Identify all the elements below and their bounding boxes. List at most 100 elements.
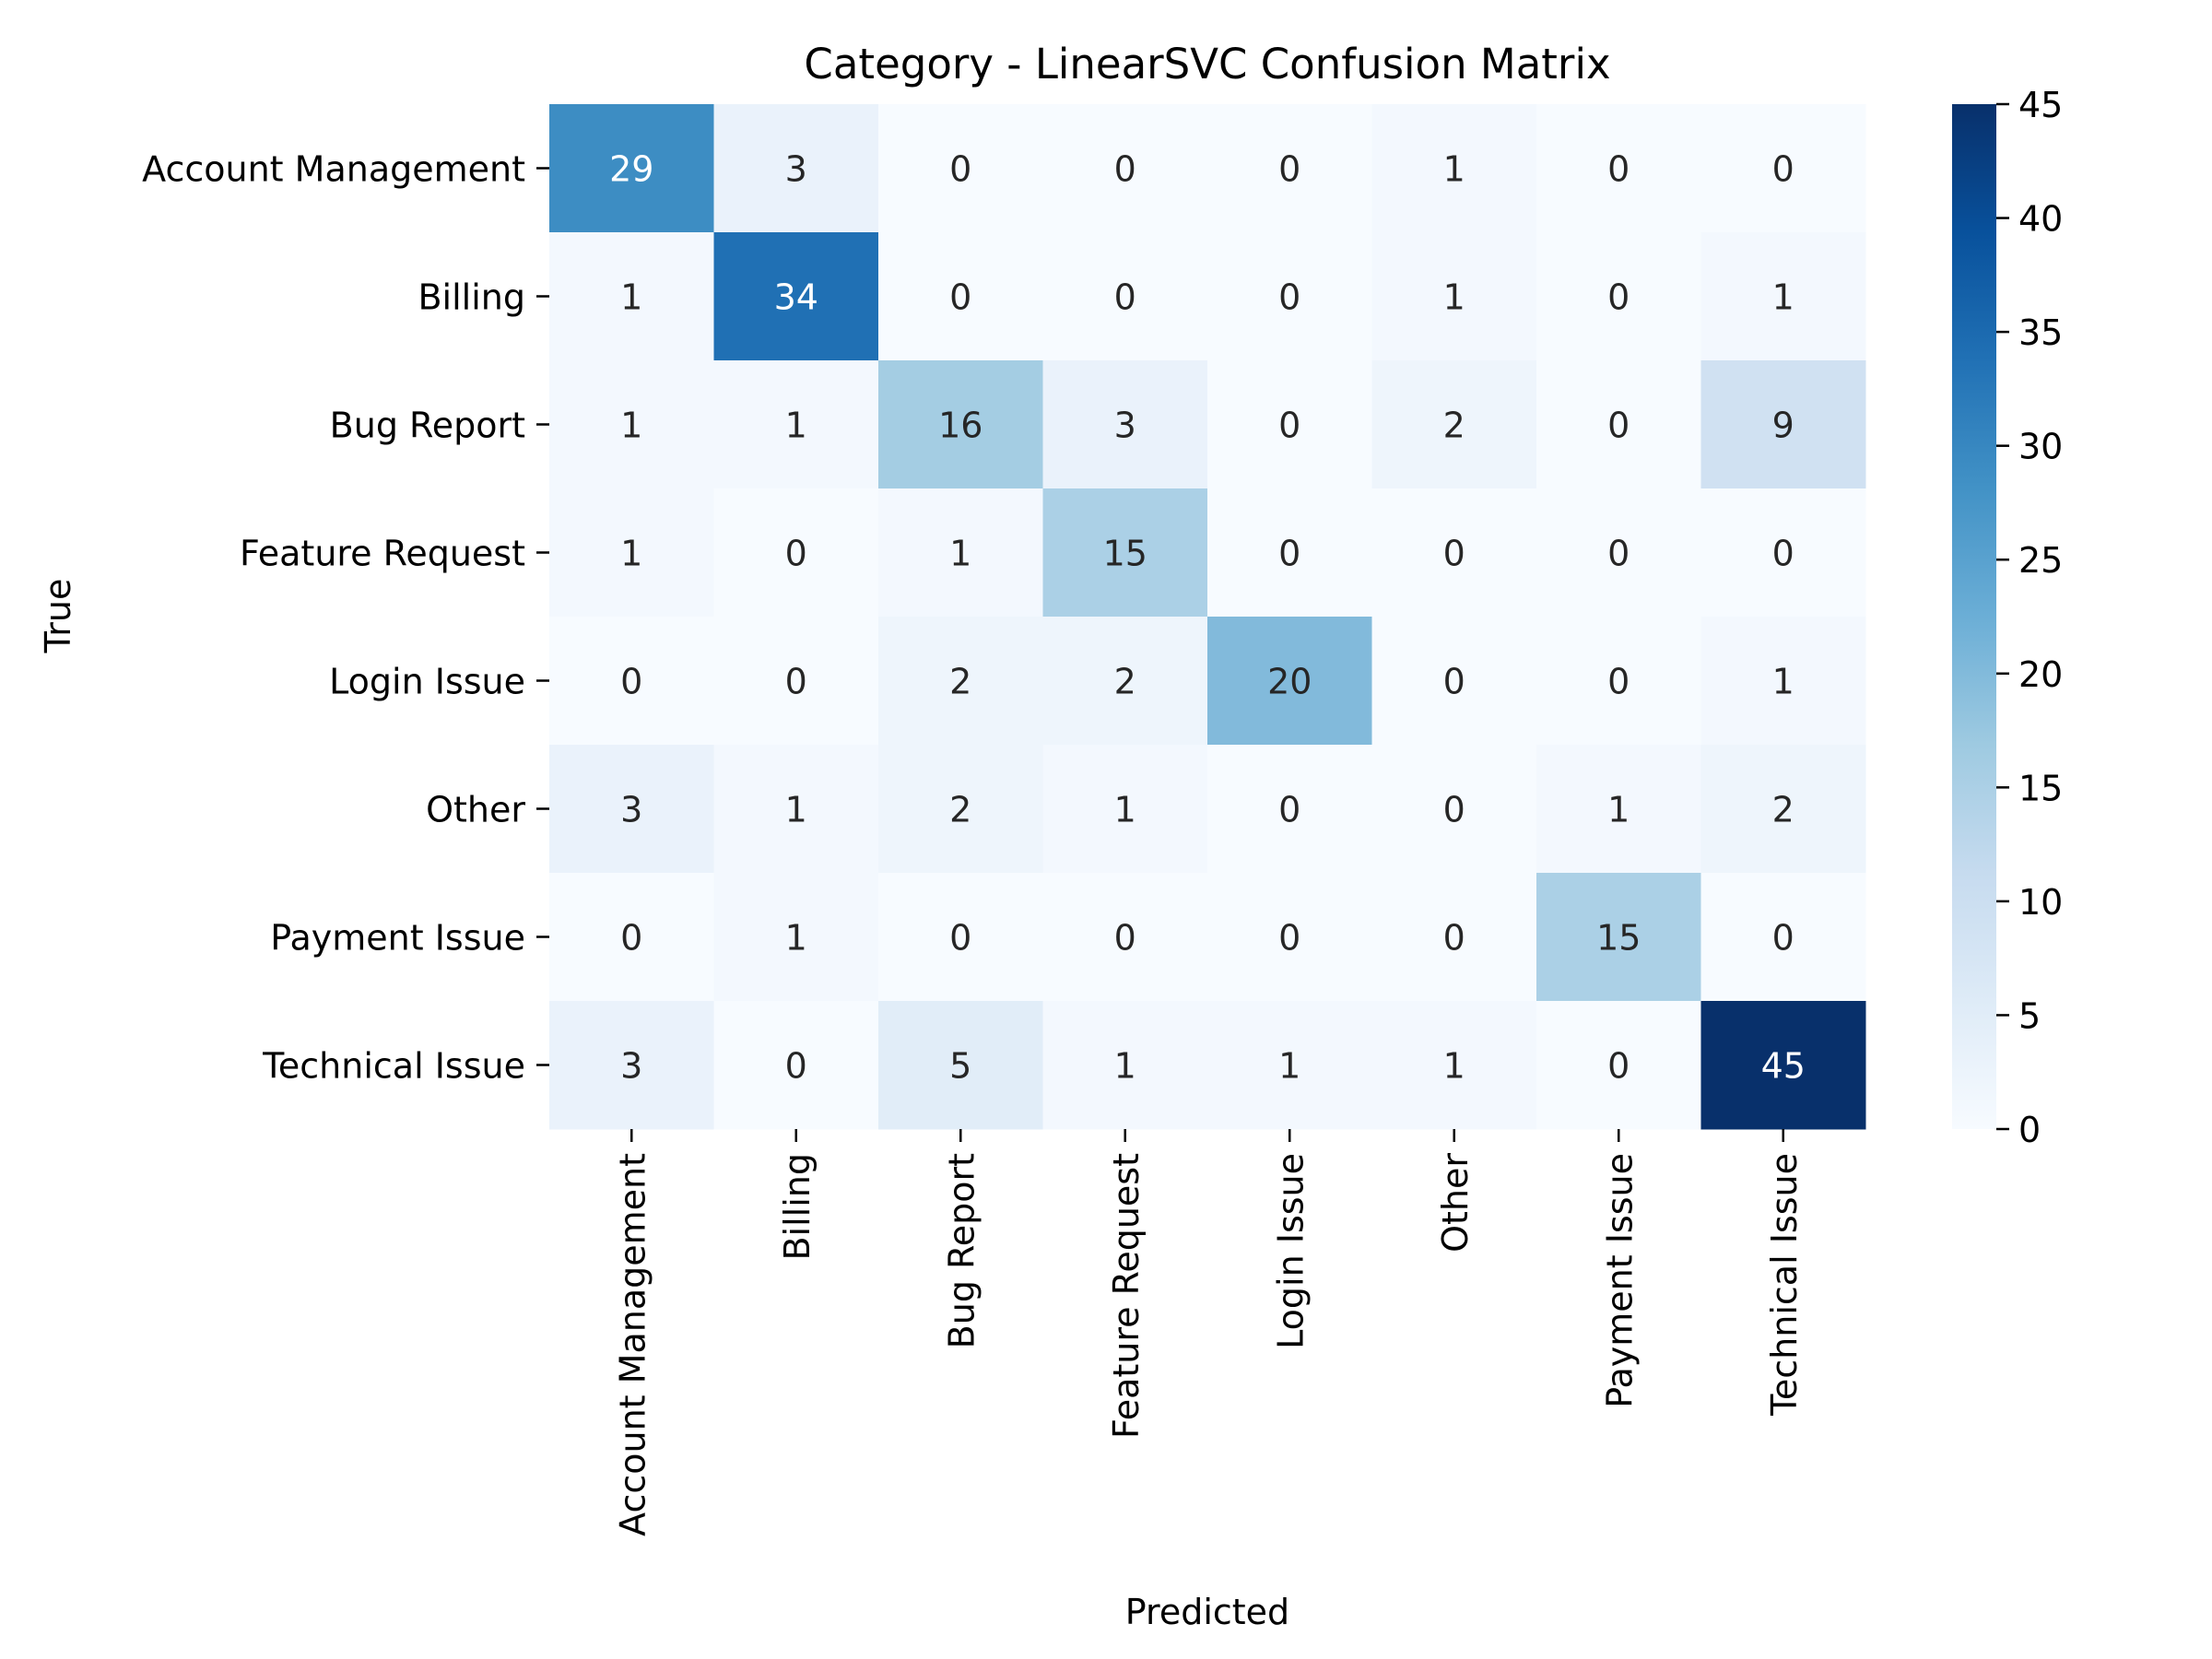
cell-value-label: 1: [785, 918, 807, 959]
x-tick-label: Login Issue: [1270, 1153, 1311, 1349]
heatmap-cell: [1207, 873, 1372, 1002]
cell-value-label: 0: [949, 277, 971, 318]
heatmap-cell: [1042, 488, 1208, 618]
colorbar-tick-label: 5: [2018, 995, 2041, 1036]
cell-value-label: 9: [1772, 406, 1794, 446]
heatmap-cell: [1371, 745, 1537, 874]
cell-value-label: 1: [785, 406, 807, 446]
cell-value-label: 2: [1772, 790, 1794, 830]
cell-value-label: 0: [1278, 534, 1300, 574]
cell-value-label: 0: [1772, 534, 1794, 574]
cell-value-label: 1: [1278, 1046, 1300, 1087]
colorbar-tick-label: 20: [2018, 654, 2063, 695]
cell-value-label: 15: [1103, 534, 1147, 574]
y-axis-label: True: [38, 579, 78, 654]
x-tick-label: Account Management: [612, 1153, 653, 1536]
cell-value-label: 0: [1278, 406, 1300, 446]
heatmap-cell: [878, 232, 1043, 361]
cell-value-label: 0: [1772, 918, 1794, 959]
cell-value-label: 1: [620, 406, 642, 446]
heatmap-cell: [1371, 360, 1537, 489]
colorbar-tick-label: 15: [2018, 768, 2063, 808]
heatmap-cell: [549, 488, 714, 618]
cell-value-label: 2: [949, 790, 971, 830]
x-axis-label: Predicted: [1125, 1592, 1289, 1632]
cell-value-label: 16: [938, 406, 982, 446]
cell-value-label: 34: [774, 277, 818, 318]
colorbar-tick-label: 35: [2018, 312, 2063, 353]
colorbar-tick-label: 45: [2018, 85, 2063, 125]
cell-value-label: 0: [1607, 662, 1630, 702]
cell-value-label: 0: [1772, 149, 1794, 190]
heatmap-cell: [1700, 360, 1866, 489]
heatmap-cell: [713, 488, 879, 618]
heatmap-cell: [1700, 1001, 1866, 1130]
y-tick-label: Technical Issue: [262, 1046, 525, 1087]
y-tick-label: Bug Report: [330, 406, 525, 446]
cell-value-label: 2: [949, 662, 971, 702]
heatmap-cell: [878, 873, 1043, 1002]
heatmap-cell: [1700, 488, 1866, 618]
heatmap-cell: [1371, 617, 1537, 746]
cell-value-label: 2: [1443, 406, 1465, 446]
cell-value-label: 0: [1443, 662, 1465, 702]
cell-value-label: 0: [1607, 1046, 1630, 1087]
cell-value-label: 1: [1772, 662, 1794, 702]
cell-value-label: 0: [1114, 149, 1136, 190]
cell-value-label: 0: [1607, 277, 1630, 318]
cell-value-label: 5: [949, 1046, 971, 1087]
heatmap-cell: [1536, 1001, 1701, 1130]
heatmap-cell: [878, 1001, 1043, 1130]
colorbar-tick-label: 10: [2018, 882, 2063, 923]
heatmap-cell: [1042, 360, 1208, 489]
heatmap-cell: [1042, 232, 1208, 361]
heatmap-cell: [1207, 360, 1372, 489]
heatmap-cell: [1207, 1001, 1372, 1130]
cell-value-label: 0: [949, 918, 971, 959]
heatmap-cell: [878, 360, 1043, 489]
y-tick-label: Other: [426, 790, 525, 830]
heatmap-cell: [1536, 745, 1701, 874]
x-tick-label: Billing: [777, 1153, 818, 1261]
heatmap-cell: [1371, 104, 1537, 233]
cell-value-label: 0: [1114, 918, 1136, 959]
cell-value-label: 0: [1114, 277, 1136, 318]
heatmap-cell: [1371, 1001, 1537, 1130]
cell-value-label: 20: [1267, 662, 1312, 702]
heatmap-cell: [1700, 232, 1866, 361]
cell-value-label: 0: [1443, 534, 1465, 574]
heatmap-cell: [1042, 873, 1208, 1002]
chart-title: Category - LinearSVC Confusion Matrix: [804, 40, 1610, 88]
heatmap-cell: [878, 104, 1043, 233]
heatmap-cell: [1536, 873, 1701, 1002]
cell-value-label: 1: [620, 534, 642, 574]
heatmap-cell: [1207, 232, 1372, 361]
cell-value-label: 0: [620, 918, 642, 959]
cell-value-label: 1: [1443, 277, 1465, 318]
heatmap-cell: [549, 1001, 714, 1130]
heatmap-cell: [1042, 745, 1208, 874]
cell-value-label: 1: [620, 277, 642, 318]
cell-value-label: 1: [1443, 149, 1465, 190]
heatmap-cell: [1371, 873, 1537, 1002]
heatmap-cell: [1042, 617, 1208, 746]
heatmap-cell: [1207, 745, 1372, 874]
heatmap-cell: [1207, 104, 1372, 233]
colorbar-tick-label: 40: [2018, 199, 2063, 240]
heatmap-cell: [1042, 1001, 1208, 1130]
cell-value-label: 3: [620, 1046, 642, 1087]
heatmap-cell: [878, 745, 1043, 874]
heatmap-cell: [713, 873, 879, 1002]
heatmap-cell: [1536, 488, 1701, 618]
heatmap-cell: [713, 745, 879, 874]
cell-value-label: 0: [785, 1046, 807, 1087]
y-axis: Account Management Billing Bug Report Featu…: [142, 149, 549, 1087]
colorbar-tick-label: 0: [2018, 1110, 2041, 1150]
colorbar-tick-label: 25: [2018, 540, 2063, 581]
heatmap-cell: [1371, 232, 1537, 361]
cell-value-label: 1: [1114, 1046, 1136, 1087]
heatmap-cell: [1536, 232, 1701, 361]
heatmap-cell: [1700, 745, 1866, 874]
heatmap-cell: [1700, 617, 1866, 746]
